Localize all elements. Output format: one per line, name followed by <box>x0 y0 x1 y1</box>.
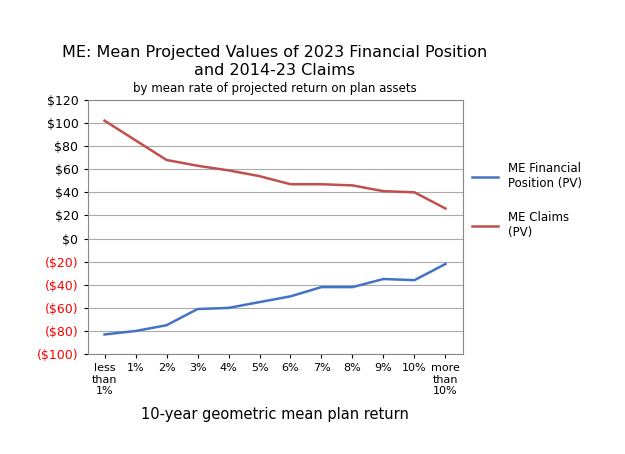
ME Claims
(PV) <box>225 168 232 173</box>
ME Claims
(PV) <box>256 173 263 179</box>
ME Claims
(PV) <box>411 190 418 195</box>
ME Claims
(PV) <box>194 163 201 168</box>
ME Claims
(PV) <box>162 157 170 163</box>
ME Financial
Position (PV) <box>194 306 201 312</box>
ME Financial
Position (PV) <box>349 284 356 290</box>
ME Financial
Position (PV) <box>287 294 294 299</box>
X-axis label: 10-year geometric mean plan return: 10-year geometric mean plan return <box>141 407 409 423</box>
ME Financial
Position (PV) <box>318 284 325 290</box>
ME Financial
Position (PV) <box>380 276 388 282</box>
Title: ME: Mean Projected Values of 2023 Financial Position
and 2014-23 Claims: ME: Mean Projected Values of 2023 Financ… <box>62 45 488 78</box>
Line: ME Claims
(PV): ME Claims (PV) <box>104 121 446 208</box>
ME Financial
Position (PV) <box>442 261 449 266</box>
ME Financial
Position (PV) <box>162 322 170 328</box>
ME Financial
Position (PV) <box>101 332 108 337</box>
ME Financial
Position (PV) <box>225 305 232 311</box>
ME Claims
(PV) <box>287 182 294 187</box>
ME Claims
(PV) <box>380 188 388 194</box>
ME Claims
(PV) <box>101 118 108 123</box>
ME Claims
(PV) <box>318 182 325 187</box>
ME Financial
Position (PV) <box>132 328 139 334</box>
ME Claims
(PV) <box>349 183 356 188</box>
ME Claims
(PV) <box>132 138 139 143</box>
Legend: ME Financial
Position (PV), ME Claims
(PV): ME Financial Position (PV), ME Claims (P… <box>472 162 582 239</box>
ME Financial
Position (PV) <box>411 277 418 283</box>
ME Financial
Position (PV) <box>256 299 263 305</box>
Line: ME Financial
Position (PV): ME Financial Position (PV) <box>104 264 446 335</box>
ME Claims
(PV) <box>442 206 449 211</box>
Text: by mean rate of projected return on plan assets: by mean rate of projected return on plan… <box>133 82 417 95</box>
